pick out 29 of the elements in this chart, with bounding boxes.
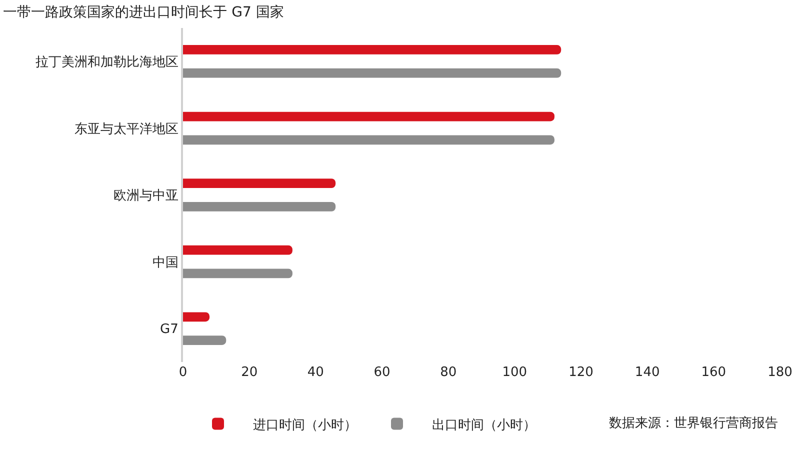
bar [183,178,336,188]
legend-label: 出口时间（小时） [432,418,536,433]
x-tick-label: 120 [568,365,594,380]
y-tick-label: G7 [160,322,178,338]
bar [183,268,292,278]
x-tick-label: 60 [374,365,390,380]
bar [183,202,336,212]
y-tick-label: 欧洲与中亚 [113,188,178,204]
bar [183,312,210,322]
x-tick-label: 40 [307,365,324,380]
x-tick-label: 160 [701,365,726,380]
y-tick-label: 拉丁美洲和加勒比海地区 [35,54,178,70]
bar [183,336,226,345]
bar [183,245,292,255]
bar [183,45,562,54]
source-note: 数据来源：世界银行营商报告 [609,416,778,431]
x-tick-label: 20 [241,365,258,380]
legend-label: 进口时间（小时） [253,418,357,433]
chart-title: 一带一路政策国家的进出口时间长于 G7 国家 [3,4,284,21]
x-tick-label: 140 [634,365,660,380]
bar [183,112,554,122]
bar [183,68,562,78]
x-tick-label: 80 [440,365,457,380]
y-tick-label: 东亚与太平洋地区 [74,122,178,137]
x-tick-label: 100 [502,365,528,380]
bar [183,135,554,145]
y-tick-label: 中国 [152,255,178,270]
x-tick-label: 0 [178,365,188,380]
x-tick-label: 180 [768,365,792,380]
